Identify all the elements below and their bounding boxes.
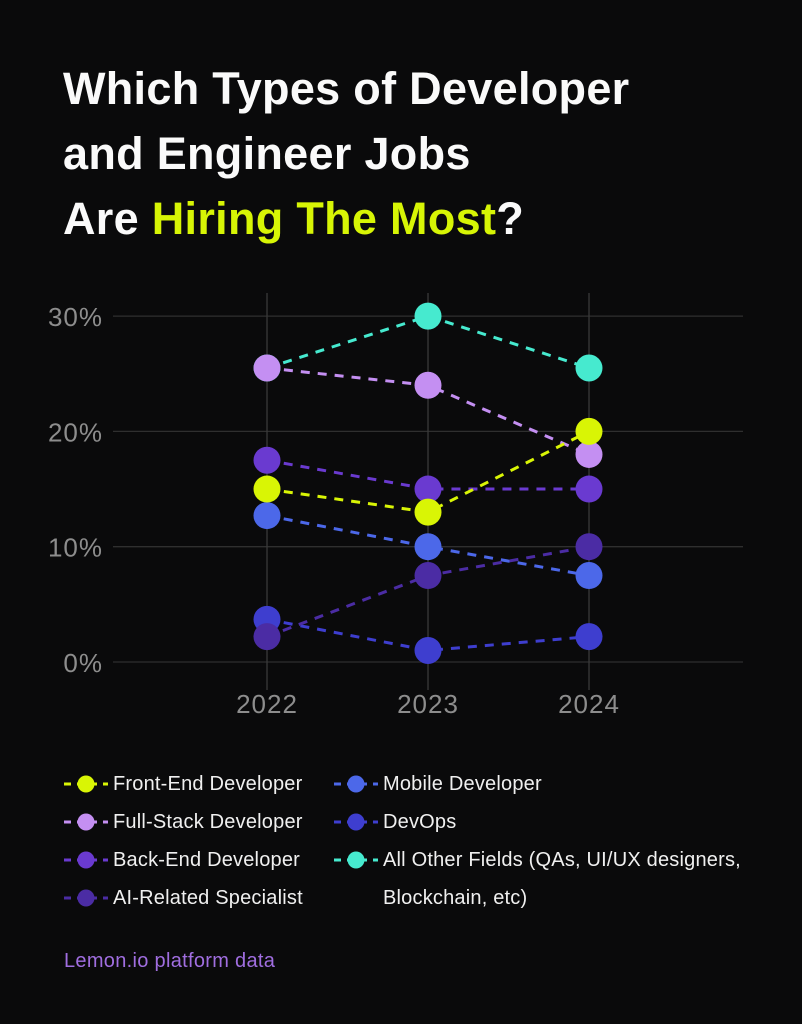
data-point-mobile-developer-2024 xyxy=(575,562,603,590)
data-point-full-stack-developer-2023 xyxy=(414,371,442,399)
chart-plot-area: 0% 10% 20% 30% 2022 2023 2024 xyxy=(48,293,743,719)
source-credit: Lemon.io platform data xyxy=(64,950,276,972)
legend-label-ai-related-specialist: AI-Related Specialist xyxy=(113,887,303,909)
title-line-1: Which Types of Developer xyxy=(63,63,630,114)
data-point-full-stack-developer-2022 xyxy=(253,354,281,382)
data-point-ai-related-specialist-2023 xyxy=(414,562,442,590)
series-line-mobile-developer xyxy=(266,514,590,578)
legend-label-all-other-fields-qas-ui-ux-designers-blockchain-etc: All Other Fields (QAs, UI/UX designers, … xyxy=(383,849,741,909)
series-line-devops xyxy=(266,617,590,652)
legend-item-full-stack-developer: Full-Stack Developer xyxy=(63,803,331,841)
x-axis-label-2024: 2024 xyxy=(558,689,620,719)
legend-item-mobile-developer: Mobile Developer xyxy=(333,765,793,803)
y-axis-label-20%: 20% xyxy=(48,417,103,447)
title-line-3-prefix: Are xyxy=(63,193,152,244)
legend-label-back-end-developer: Back-End Developer xyxy=(113,849,301,871)
legend-label-full-stack-developer: Full-Stack Developer xyxy=(113,811,303,833)
legend-item-devops: DevOps xyxy=(333,803,793,841)
x-axis-label-2022: 2022 xyxy=(236,689,298,719)
data-point-ai-related-specialist-2022 xyxy=(253,623,281,651)
title-line-2: and Engineer Jobs xyxy=(63,128,471,179)
data-point-full-stack-developer-2024 xyxy=(575,440,603,468)
series-line-all-other-fields-qas-ui-ux-designers-blockchain-etc xyxy=(266,314,590,370)
data-point-front-end-developer-2022 xyxy=(253,475,281,503)
data-point-front-end-developer-2024 xyxy=(575,417,603,445)
y-axis-label-10%: 10% xyxy=(48,533,103,563)
series-line-back-end-developer xyxy=(266,458,589,491)
data-point-devops-2023 xyxy=(414,636,442,664)
legend-marker-icon-full-stack-developer xyxy=(64,813,108,831)
legend-item-back-end-developer: Back-End Developer xyxy=(63,841,331,879)
title-line-3-suffix: ? xyxy=(496,193,525,244)
legend-column-right: Mobile Developer DevOps All Other Fields (… xyxy=(333,765,793,917)
data-point-all-other-fields-qas-ui-ux-designers-blockchain-etc-2024 xyxy=(575,354,603,382)
data-point-all-other-fields-qas-ui-ux-designers-blockchain-etc-2023 xyxy=(414,302,442,330)
data-point-devops-2024 xyxy=(575,623,603,651)
page-title: Which Types of Developer and Engineer Jo… xyxy=(63,56,753,251)
legend-label-front-end-developer: Front-End Developer xyxy=(113,773,303,795)
legend-marker-icon-ai-related-specialist xyxy=(64,889,108,907)
hiring-trends-chart: 0% 10% 20% 30% 2022 2023 2024 xyxy=(0,290,802,725)
title-highlight: Hiring The Most xyxy=(151,193,497,244)
y-axis-label-0%: 0% xyxy=(63,648,103,678)
data-point-ai-related-specialist-2024 xyxy=(575,533,603,561)
series-line-front-end-developer xyxy=(266,430,590,514)
legend-item-all-other-fields-qas-ui-ux-designers-blockchain-etc: All Other Fields (QAs, UI/UX designers, … xyxy=(333,841,793,917)
data-point-back-end-developer-2023 xyxy=(414,475,442,503)
data-point-back-end-developer-2022 xyxy=(253,446,281,474)
legend-column-left: Front-End Developer Full-Stack Developer B… xyxy=(63,765,331,917)
y-axis-label-30%: 30% xyxy=(48,302,103,332)
legend-marker-icon-all-other-fields-qas-ui-ux-designers-blockchain-etc xyxy=(334,851,378,869)
legend-marker-icon-front-end-developer xyxy=(64,775,108,793)
legend-marker-icon-back-end-developer xyxy=(64,851,108,869)
data-point-mobile-developer-2023 xyxy=(414,533,442,561)
legend-marker-icon-mobile-developer xyxy=(334,775,378,793)
legend-item-ai-related-specialist: AI-Related Specialist xyxy=(63,879,331,917)
legend-label-devops: DevOps xyxy=(383,811,457,833)
data-point-back-end-developer-2024 xyxy=(575,475,603,503)
legend-label-mobile-developer: Mobile Developer xyxy=(383,773,542,795)
legend-item-front-end-developer: Front-End Developer xyxy=(63,765,331,803)
legend-marker-icon-devops xyxy=(334,813,378,831)
x-axis-label-2023: 2023 xyxy=(397,689,459,719)
data-point-front-end-developer-2023 xyxy=(414,498,442,526)
data-point-mobile-developer-2022 xyxy=(253,502,281,530)
